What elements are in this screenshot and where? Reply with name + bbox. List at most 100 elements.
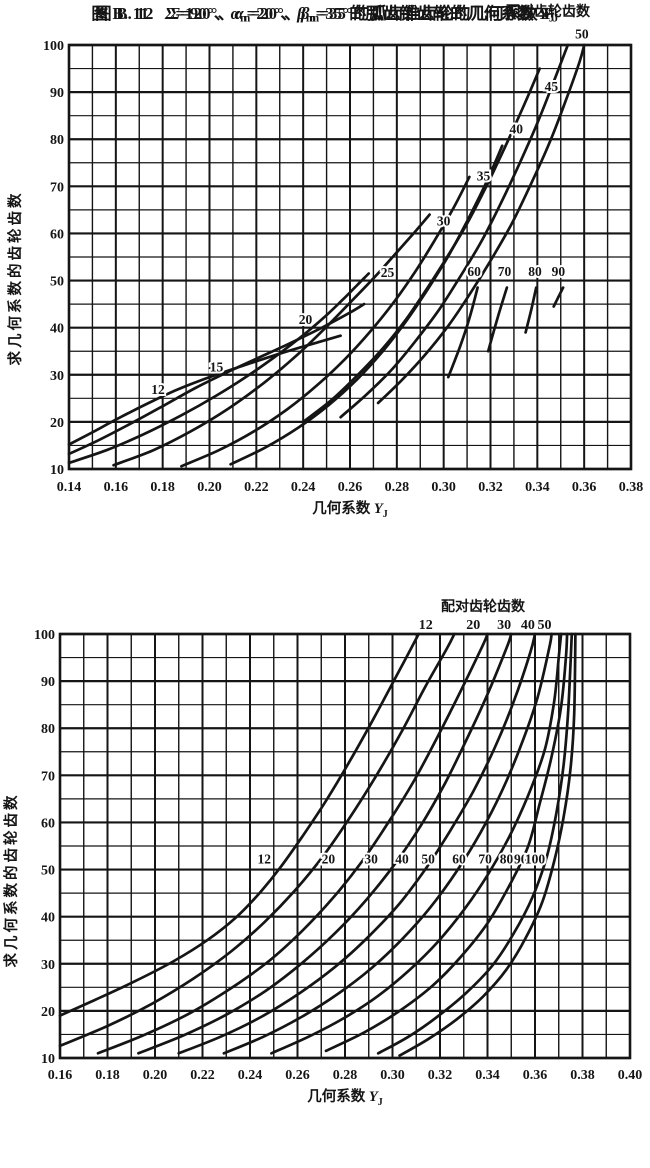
y-tick-30: 30 [50,369,64,384]
curve-z50 [177,632,537,1055]
curve-z90 [552,286,565,308]
y-axis-title: 求几何系数的齿轮齿数 [6,191,24,366]
y-tick-90: 90 [41,675,55,690]
y-tick-70: 70 [50,180,64,195]
curve-label-30: 30 [437,213,451,228]
curve-label-50: 50 [575,27,589,42]
top-label-12: 12 [419,618,433,633]
x-tick-0.20: 0.20 [143,1068,168,1083]
x-tick-0.28: 0.28 [385,480,410,495]
curve-label-60: 60 [467,264,481,279]
caption-b12: 图 B. 12 Σ=90°、αn=20°、βm=35°的弧齿锥齿轮的几何系数 YJ [0,0,650,25]
curve-z20 [67,272,371,465]
figure-title-b12: Σ=90°、αn=20°、βm=35°的弧齿锥齿轮的几何系数 YJ [169,4,555,25]
x-tick-0.38: 0.38 [619,480,644,495]
curve-label-80: 80 [528,264,542,279]
chart-figure-b11: 12 15 20 25 30 35 40 45 50 60 70 80 90 0.14 0.16 0.18 0.… [6,3,644,520]
curve-z25 [112,213,431,467]
y-tick-20: 20 [50,416,64,431]
y-tick-100: 100 [34,628,55,643]
x-tick-0.18: 0.18 [150,480,175,495]
curve-label-35: 35 [477,168,491,183]
x-tick-0.14: 0.14 [57,480,82,495]
x-tick-0.30: 0.30 [380,1068,405,1083]
x-tick-0.16: 0.16 [48,1068,73,1083]
curve-label-40: 40 [510,121,524,136]
curve-z70 [270,632,563,1055]
x-tick-0.24: 0.24 [238,1068,263,1083]
y-tick-60: 60 [41,816,55,831]
y-tick-20: 20 [41,1005,55,1020]
y-tick-50: 50 [50,275,64,290]
y-tick-90: 90 [50,86,64,101]
figure-number-b11: 图 B. 11 [91,4,149,23]
curve-label-40: 40 [395,852,409,867]
x-tick-0.36: 0.36 [572,480,597,495]
x-axis-title: 几何系数 YJ [307,1087,382,1108]
x-tick-0.34: 0.34 [475,1068,500,1083]
x-tick-0.18: 0.18 [95,1068,120,1083]
mating-gear-teeth-header: 配对齿轮齿数 [506,3,591,20]
y-tick-80: 80 [50,133,64,148]
caption-b11: 图 B. 11 Σ=120°、αn=20°、βm=35°的弧齿锥齿轮的几何系数 Y… [0,0,650,25]
curve-z60 [222,632,553,1055]
curve-label-80: 80 [500,852,514,867]
y-axis-title: 求几何系数的齿轮齿数 [2,793,20,968]
figure-title-b11: Σ=120°、αn=20°、βm=35°的弧齿锥齿轮的几何系数 YJ [164,4,559,25]
curve-label-70: 70 [478,852,492,867]
curve-z80 [324,632,569,1053]
x-tick-0.30: 0.30 [431,480,456,495]
x-tick-0.24: 0.24 [291,480,316,495]
curve-z45 [339,43,570,419]
curve-z30 [180,175,471,468]
y-tick-40: 40 [50,322,64,337]
curve-label-25: 25 [381,265,395,280]
curve-z12 [67,334,342,446]
x-tick-0.32: 0.32 [428,1068,453,1083]
curve-labels: 12 15 20 25 30 35 40 45 50 60 70 80 90 [149,25,591,399]
x-tick-0.28: 0.28 [333,1068,358,1083]
x-tick-0.34: 0.34 [525,480,550,495]
curve-label-20: 20 [322,852,336,867]
y-tick-100: 100 [43,39,64,54]
y-tick-40: 40 [41,911,55,926]
x-tick-0.22: 0.22 [190,1068,215,1083]
grid [59,632,631,1060]
curve-label-12: 12 [258,852,272,867]
curve-z70 [486,286,509,353]
curve-label-12: 12 [151,382,165,397]
top-label-20: 20 [466,618,480,633]
y-tick-50: 50 [41,864,55,879]
curve-series [67,43,586,468]
curve-label-15: 15 [210,359,224,374]
y-tick-60: 60 [50,227,64,242]
curve-z80 [524,286,538,334]
curve-z20 [58,632,456,1048]
curve-z40 [301,67,542,424]
curve-z100 [398,632,577,1057]
y-tick-30: 30 [41,958,55,973]
curve-label-90: 90 [514,852,528,867]
x-tick-0.16: 0.16 [104,480,129,495]
y-tick-70: 70 [41,769,55,784]
plot-border [67,43,633,471]
x-tick-0.26: 0.26 [285,1068,310,1083]
x-tick-0.38: 0.38 [570,1068,595,1083]
curve-z40 [137,632,513,1055]
y-tick-10: 10 [41,1052,55,1067]
x-tick-0.32: 0.32 [478,480,503,495]
curve-label-30: 30 [364,852,378,867]
curve-label-50: 50 [421,852,435,867]
top-label-30: 30 [497,618,511,633]
top-label-50: 50 [538,618,552,633]
plot-border [58,632,632,1060]
curve-label-20: 20 [299,312,313,327]
x-axis-title: 几何系数 YJ [312,499,387,520]
curve-z30 [96,632,489,1055]
top-label-40: 40 [521,618,535,633]
curve-label-100: 100 [525,852,546,867]
y-tick-10: 10 [50,463,64,478]
